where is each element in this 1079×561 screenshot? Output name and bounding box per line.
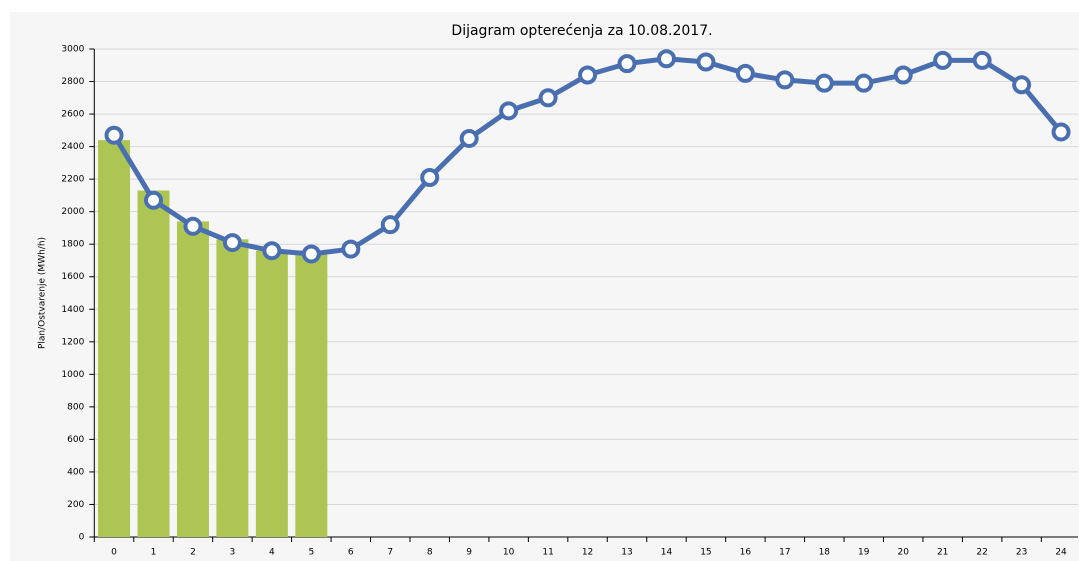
x-tick-label: 13: [621, 548, 632, 558]
marker: [578, 65, 598, 85]
x-tick-label: 10: [503, 548, 515, 558]
y-tick-label: 1400: [61, 305, 84, 315]
x-tick-label: 9: [466, 548, 472, 558]
y-tick-label: 600: [67, 435, 84, 445]
x-tick-label: 22: [976, 548, 987, 558]
y-tick-label: 2600: [61, 110, 84, 120]
marker: [854, 73, 874, 93]
x-tick-label: 7: [387, 548, 393, 558]
x-tick-label: 14: [661, 548, 673, 558]
bar: [176, 221, 209, 537]
y-tick-label: 400: [67, 467, 84, 477]
x-tick-label: 5: [308, 548, 314, 558]
x-tick-label: 1: [151, 548, 157, 558]
x-tick-label: 11: [542, 548, 553, 558]
bar: [216, 239, 249, 537]
marker: [972, 50, 992, 70]
marker: [1051, 122, 1071, 142]
bar: [98, 140, 131, 538]
x-tick-label: 17: [779, 548, 790, 558]
y-tick-label: 1800: [61, 240, 84, 250]
marker: [775, 70, 795, 90]
marker: [1012, 75, 1032, 95]
marker: [143, 190, 163, 210]
marker: [222, 233, 242, 253]
marker: [656, 49, 676, 69]
marker: [499, 101, 519, 121]
marker: [617, 54, 637, 74]
x-tick-label: 4: [269, 548, 275, 558]
y-axis-label: Plan/Ostvarenje (MWh/h): [38, 237, 48, 349]
x-tick-label: 20: [898, 548, 910, 558]
bar: [295, 252, 328, 538]
marker: [538, 88, 558, 108]
marker: [380, 215, 400, 235]
marker: [459, 128, 479, 148]
marker: [735, 63, 755, 83]
marker: [933, 50, 953, 70]
marker: [696, 52, 716, 72]
bar: [137, 190, 170, 537]
y-tick-label: 1600: [61, 272, 84, 282]
marker: [341, 239, 361, 259]
x-tick-label: 12: [582, 548, 593, 558]
y-tick-label: 200: [67, 500, 84, 510]
x-tick-label: 3: [230, 548, 236, 558]
x-tick-label: 0: [111, 548, 117, 558]
marker: [814, 73, 834, 93]
x-tick-label: 6: [348, 548, 354, 558]
marker: [183, 216, 203, 236]
x-tick-label: 21: [937, 548, 948, 558]
y-tick-label: 800: [67, 402, 84, 412]
x-tick-label: 18: [819, 548, 831, 558]
y-tick-label: 2200: [61, 175, 84, 185]
marker: [893, 65, 913, 85]
y-tick-label: 3000: [61, 45, 84, 55]
x-tick-label: 23: [1016, 548, 1027, 558]
marker: [420, 168, 440, 188]
x-tick-label: 15: [700, 548, 711, 558]
y-tick-label: 0: [79, 533, 85, 543]
y-tick-label: 1000: [61, 370, 84, 380]
x-tick-label: 24: [1055, 548, 1067, 558]
marker: [262, 241, 282, 261]
chart-title: Dijagram opterećenja za 10.08.2017.: [451, 23, 712, 39]
marker: [104, 125, 124, 145]
y-tick-label: 2800: [61, 77, 84, 87]
x-tick-label: 8: [427, 548, 433, 558]
x-tick-label: 2: [190, 548, 196, 558]
bar: [255, 250, 288, 537]
y-tick-label: 2400: [61, 142, 84, 152]
marker: [301, 244, 321, 264]
x-tick-label: 16: [740, 548, 752, 558]
y-tick-label: 2000: [61, 207, 84, 217]
x-tick-label: 19: [858, 548, 870, 558]
y-tick-label: 1200: [61, 337, 84, 347]
